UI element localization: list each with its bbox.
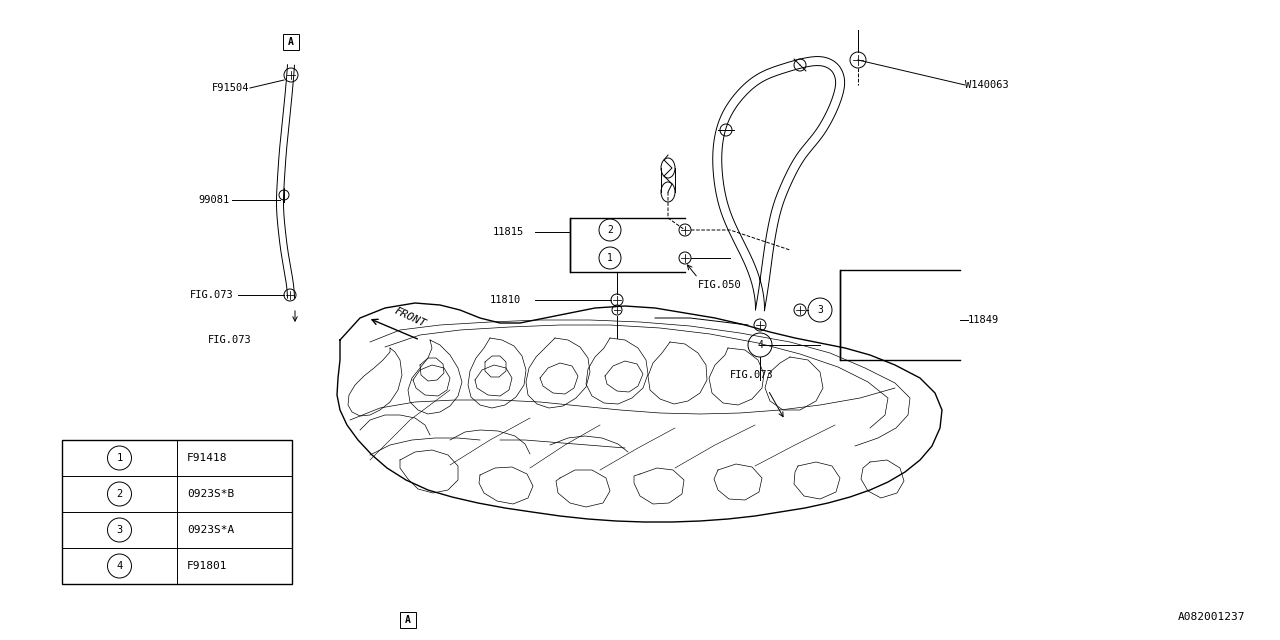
Text: 11810: 11810	[490, 295, 521, 305]
Text: 4: 4	[756, 340, 763, 350]
Text: 3: 3	[817, 305, 823, 315]
Bar	[61, 440, 292, 584]
Text: F91504: F91504	[212, 83, 250, 93]
Text: FIG.073: FIG.073	[189, 290, 234, 300]
Text: 1: 1	[607, 253, 613, 263]
Text: W140063: W140063	[965, 80, 1009, 90]
Bar	[399, 612, 416, 628]
Text: F91418: F91418	[187, 453, 228, 463]
Text: A: A	[404, 615, 411, 625]
Text: 0923S*A: 0923S*A	[187, 525, 234, 535]
Text: A082001237: A082001237	[1178, 612, 1245, 622]
Text: F91801: F91801	[187, 561, 228, 571]
Text: 11849: 11849	[968, 315, 1000, 325]
Text: 11815: 11815	[493, 227, 525, 237]
Text: 99081: 99081	[198, 195, 229, 205]
Text: FIG.073: FIG.073	[730, 370, 773, 380]
Text: 2: 2	[607, 225, 613, 235]
Text: 0923S*B: 0923S*B	[187, 489, 234, 499]
Text: 2: 2	[116, 489, 123, 499]
Text: FIG.050: FIG.050	[698, 280, 741, 290]
Bar	[283, 34, 300, 50]
Text: 1: 1	[116, 453, 123, 463]
Text: A: A	[288, 37, 294, 47]
Text: FRONT: FRONT	[393, 306, 428, 329]
Text: 3: 3	[116, 525, 123, 535]
Text: FIG.073: FIG.073	[207, 335, 252, 345]
Text: 4: 4	[116, 561, 123, 571]
